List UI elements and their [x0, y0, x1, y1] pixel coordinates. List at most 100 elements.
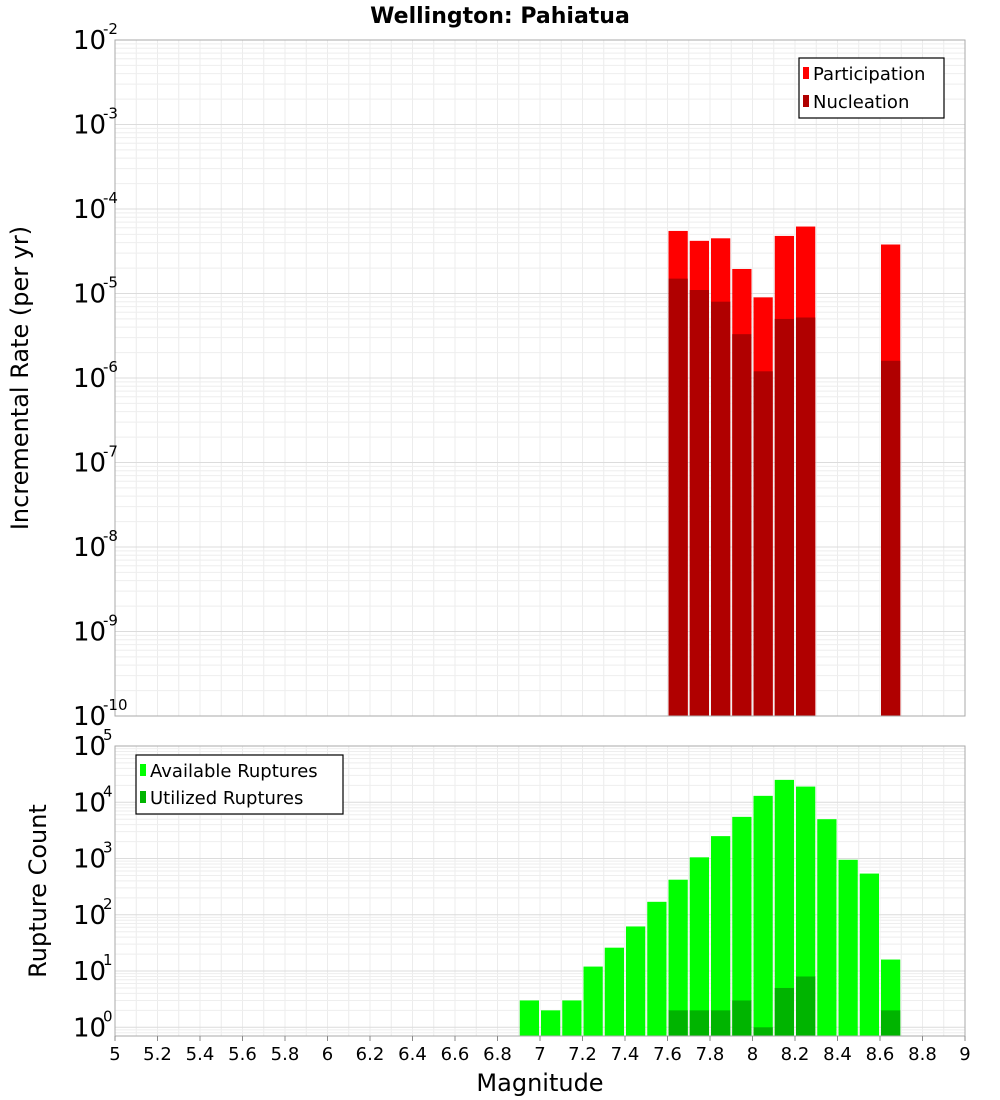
bar-utilized-ruptures [711, 1010, 731, 1036]
bar-available-ruptures [774, 779, 794, 1036]
x-tick-label: 7.2 [568, 1044, 597, 1065]
y-tick-label: 10 [73, 364, 106, 394]
count-legend: Available Ruptures Utilized Ruptures [135, 754, 344, 815]
y-tick-label: 10 [73, 26, 106, 56]
y-tick-label: 10 [73, 957, 106, 987]
y-tick-exponent: -2 [103, 20, 118, 38]
x-tick-label: 5 [109, 1044, 120, 1065]
bar-available-ruptures [562, 1000, 582, 1036]
y-tick-label: 10 [73, 702, 106, 732]
bar-nucleation [732, 334, 752, 716]
count-bars [519, 779, 901, 1036]
x-tick-label: 5.2 [143, 1044, 172, 1065]
x-tick-label: 7.8 [696, 1044, 725, 1065]
y-tick-exponent: 2 [103, 895, 113, 913]
bar-available-ruptures [647, 901, 667, 1036]
y-tick-label: 10 [73, 111, 106, 141]
y-tick-label: 10 [73, 449, 106, 479]
rate-legend: Participation Nucleation [798, 57, 945, 119]
rate-bars [668, 226, 901, 717]
x-tick-label: 5.6 [228, 1044, 257, 1065]
y-tick-label: 10 [73, 845, 106, 875]
y-tick-exponent: -9 [103, 612, 118, 630]
x-tick-label: 5.4 [186, 1044, 215, 1065]
rate-gridlines [114, 39, 966, 717]
y-tick-exponent: 5 [103, 726, 113, 744]
bar-available-ruptures [859, 873, 879, 1036]
bar-available-ruptures [753, 795, 773, 1036]
y-tick-label: 10 [73, 732, 106, 762]
bar-nucleation [796, 317, 816, 716]
bar-utilized-ruptures [774, 987, 794, 1036]
x-tick-label: 6.6 [441, 1044, 470, 1065]
bar-utilized-ruptures [732, 1000, 752, 1036]
x-tick-label: 7.6 [653, 1044, 682, 1065]
bar-utilized-ruptures [881, 1010, 901, 1036]
x-tick-label: 8.6 [866, 1044, 895, 1065]
bar-available-ruptures [796, 786, 816, 1036]
x-tick-label: 6 [322, 1044, 333, 1065]
y-tick-exponent: 4 [103, 782, 113, 800]
legend-swatch-available [140, 764, 146, 776]
chart-title: Wellington: Pahiatua [370, 4, 630, 29]
rate-legend-box [798, 57, 945, 119]
x-tick-label: 7 [534, 1044, 545, 1065]
bar-available-ruptures [604, 947, 624, 1036]
rate-plot-frame [114, 39, 966, 717]
x-axis-ticks: 5 5.2 5.4 5.6 5.8 6 6.2 6.4 6.6 6.8 7 7.2 7.4 7.6 7.8 8… [109, 1036, 971, 1065]
y-tick-exponent: -3 [103, 105, 118, 123]
legend-swatch-utilized [140, 791, 146, 803]
bar-available-ruptures [732, 816, 752, 1036]
x-tick-label: 8.8 [908, 1044, 937, 1065]
legend-label-utilized: Utilized Ruptures [150, 788, 303, 809]
y-tick-exponent: -10 [103, 696, 128, 714]
bar-nucleation [668, 278, 688, 716]
y-tick-label: 10 [73, 618, 106, 648]
bar-available-ruptures [711, 836, 731, 1036]
x-tick-label: 8 [747, 1044, 758, 1065]
y-tick-exponent: -4 [103, 189, 118, 207]
x-tick-label: 9 [959, 1044, 970, 1065]
y-tick-exponent: 1 [103, 951, 113, 969]
y-tick-exponent: -5 [103, 274, 118, 292]
y-tick-exponent: -8 [103, 527, 118, 545]
bar-available-ruptures [668, 879, 688, 1036]
bar-nucleation [881, 360, 901, 716]
bar-available-ruptures [541, 1010, 561, 1036]
bar-available-ruptures [519, 1000, 539, 1036]
y-tick-label: 10 [73, 1013, 106, 1043]
legend-label-nucleation: Nucleation [813, 92, 909, 113]
y-tick-exponent: 3 [103, 839, 113, 857]
bar-utilized-ruptures [753, 1027, 773, 1036]
legend-swatch-nucleation [803, 95, 809, 107]
x-tick-label: 8.2 [781, 1044, 810, 1065]
bar-nucleation [711, 301, 731, 716]
count-y-axis-label: Rupture Count [24, 804, 52, 978]
x-tick-label: 8.4 [823, 1044, 852, 1065]
bar-utilized-ruptures [689, 1010, 709, 1036]
y-tick-label: 10 [73, 195, 106, 225]
bar-available-ruptures [838, 859, 858, 1036]
count-legend-box [135, 754, 344, 815]
y-tick-label: 10 [73, 280, 106, 310]
bar-available-ruptures [689, 857, 709, 1036]
bar-nucleation [689, 290, 709, 716]
bar-utilized-ruptures [796, 976, 816, 1036]
bar-available-ruptures [817, 819, 837, 1036]
bar-nucleation [774, 318, 794, 716]
y-tick-exponent: 0 [103, 1007, 113, 1025]
x-axis-label: Magnitude [476, 1069, 603, 1097]
x-tick-label: 7.4 [611, 1044, 640, 1065]
x-tick-label: 6.2 [356, 1044, 385, 1065]
bar-available-ruptures [626, 926, 646, 1036]
x-tick-label: 6.4 [398, 1044, 427, 1065]
x-tick-label: 5.8 [271, 1044, 300, 1065]
y-tick-exponent: -7 [103, 443, 118, 461]
y-tick-label: 10 [73, 788, 106, 818]
bar-utilized-ruptures [668, 1010, 688, 1036]
